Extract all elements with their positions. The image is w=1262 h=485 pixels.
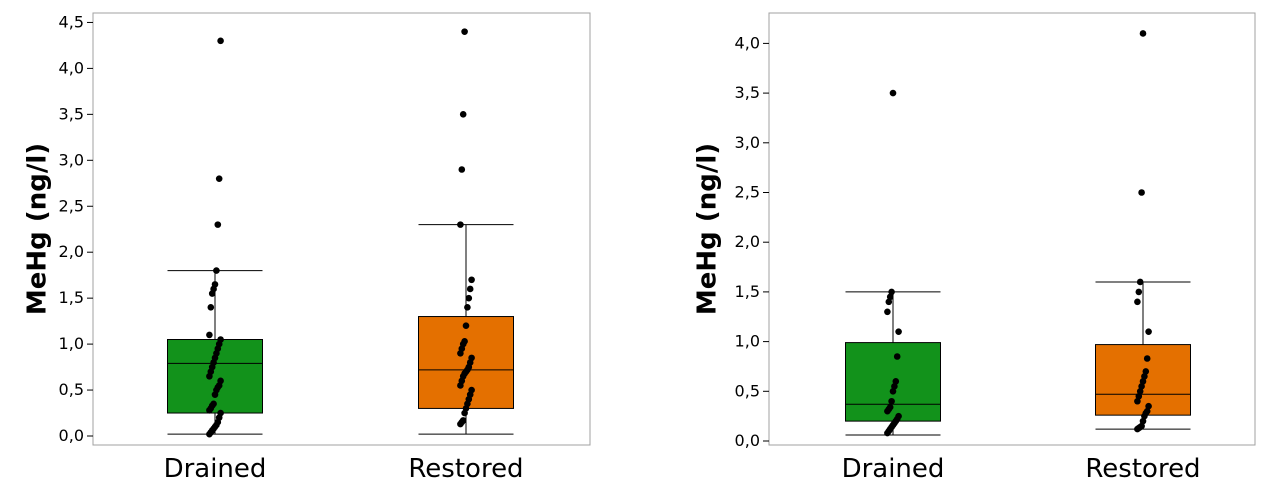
data-point [1135, 288, 1143, 296]
data-point [892, 378, 900, 385]
y-tick-label: 4,5 [59, 12, 84, 31]
data-point [888, 288, 895, 296]
data-point [465, 294, 473, 302]
data-point [217, 409, 224, 417]
left-boxplot-chart: MeHg (ng/l) 0,0 0,5 1,0 1,5 2,0 2,5 3,0 3,5 4,0 4… [23, 12, 591, 484]
data-point [1138, 383, 1145, 390]
data-point [1136, 388, 1144, 395]
box-group-drained [845, 89, 941, 437]
data-point [213, 267, 220, 274]
y-tick-label: 0,0 [735, 431, 760, 450]
category-label-restored: Restored [408, 454, 523, 481]
y-tick-label: 2,0 [59, 242, 84, 261]
data-point [206, 331, 213, 339]
data-point [466, 285, 474, 293]
y-tick-label: 3,5 [735, 83, 760, 102]
box-group-restored [418, 28, 514, 435]
data-point [1145, 328, 1152, 335]
data-point [459, 417, 467, 424]
data-point [1143, 407, 1151, 415]
box-group-drained [167, 37, 263, 438]
y-tick-label: 3,0 [59, 150, 84, 169]
plot-frame [768, 12, 1256, 446]
data-point [468, 276, 475, 284]
data-point [893, 353, 901, 360]
y-tick-label: 1,0 [735, 332, 760, 351]
y-axis-title: MeHg (ng/l) [23, 143, 53, 315]
data-point [457, 221, 464, 228]
data-point [895, 328, 902, 335]
data-point [1145, 402, 1152, 410]
y-tick-label: 0,5 [59, 380, 84, 399]
data-point [889, 388, 897, 395]
y-tick-label: 0,0 [59, 426, 84, 445]
data-point [1136, 278, 1144, 286]
data-point [884, 308, 891, 316]
right-boxplot-chart: MeHg (ng/l) 0,00,51,01,52,02,53,03,54,0 … [693, 12, 1256, 484]
data-point [886, 293, 894, 301]
plot-frame [92, 12, 591, 446]
data-point [895, 412, 902, 420]
data-point [1139, 30, 1147, 37]
category-label-drained: Drained [164, 454, 267, 481]
category-label-drained: Drained [842, 454, 945, 481]
left-boxplot-panel: MeHg (ng/l) 0,0 0,5 1,0 1,5 2,0 2,5 3,0 3,5 4,0 4… [0, 0, 600, 484]
box-group-restored [1095, 30, 1191, 433]
y-tick-label: 4,0 [59, 58, 84, 77]
data-point [468, 354, 475, 362]
data-point [207, 304, 215, 311]
data-point [217, 37, 224, 45]
data-point [215, 175, 223, 182]
data-point [1135, 392, 1143, 400]
category-label-restored: Restored [1085, 454, 1200, 481]
data-point [461, 28, 468, 35]
data-point [1142, 368, 1150, 375]
data-point [1134, 397, 1141, 405]
y-tick-label: 3,0 [735, 133, 760, 152]
right-boxplot-panel: MeHg (ng/l) 0,0 0,5 1,0 1,5 2,0 2,5 3,0 3,5 4,0 … [640, 0, 1262, 484]
data-point [888, 397, 895, 405]
data-point [885, 298, 893, 306]
y-tick-label: 2,5 [59, 196, 84, 215]
y-tick-label: 2,5 [735, 183, 760, 202]
data-point [468, 386, 475, 394]
y-tick-label: 2,0 [735, 232, 760, 251]
data-point [462, 322, 470, 330]
data-point [886, 403, 894, 411]
data-point [1143, 355, 1151, 362]
data-point [889, 89, 897, 97]
data-point [214, 221, 222, 228]
data-point [1139, 417, 1147, 425]
data-point [217, 377, 224, 385]
y-tick-label: 1,0 [59, 334, 84, 353]
data-point [1138, 189, 1145, 196]
y-tick-label: 4,0 [735, 33, 760, 52]
data-point [211, 281, 219, 288]
data-point [1134, 298, 1141, 306]
iqr-box [418, 316, 514, 409]
y-tick-label: 1,5 [735, 282, 760, 301]
data-point [464, 304, 471, 311]
data-point [1141, 373, 1148, 380]
data-point [458, 166, 466, 173]
data-point [891, 383, 898, 390]
data-point [461, 338, 468, 345]
y-axis-title: MeHg (ng/l) [693, 143, 723, 315]
y-tick-label: 3,5 [59, 104, 84, 123]
y-tick-label: 0,5 [735, 381, 760, 400]
data-point [210, 400, 217, 408]
y-tick-label: 1,5 [59, 288, 84, 307]
data-point [1139, 378, 1147, 385]
data-point [1138, 422, 1145, 430]
data-point [217, 336, 224, 343]
data-point [459, 111, 467, 118]
